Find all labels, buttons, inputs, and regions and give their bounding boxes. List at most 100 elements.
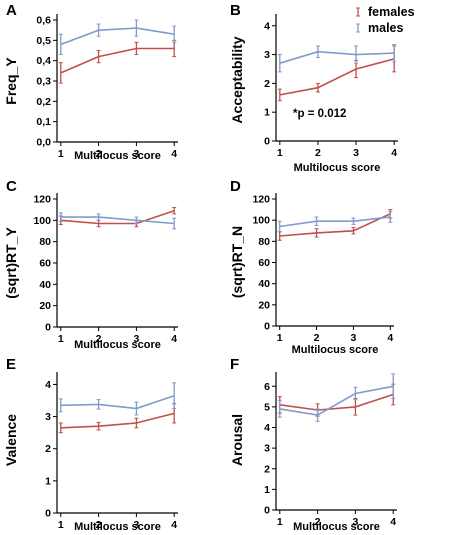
y-tick-label: 2	[45, 443, 51, 455]
series-line-females	[279, 213, 391, 237]
y-tick-label: 0,4	[36, 55, 51, 67]
series-line-females	[279, 393, 394, 411]
y-tick-label: 120	[252, 194, 270, 206]
x-tick-label: 4	[391, 147, 397, 159]
y-tick-label: 100	[33, 215, 51, 227]
legend-label-males: males	[368, 21, 403, 35]
panel-letter: E	[6, 356, 16, 373]
x-tick-label: 1	[58, 519, 64, 531]
series-line-females	[60, 47, 175, 74]
panel-letter: A	[6, 2, 17, 19]
y-axis-title: Arousal	[229, 414, 245, 466]
x-tick-label: 1	[277, 516, 283, 528]
y-tick-label: 1	[264, 484, 270, 496]
panel-letter: C	[6, 178, 17, 195]
x-tick-label: 3	[352, 516, 358, 528]
y-tick-label: 3	[45, 411, 51, 423]
y-tick-label: 3	[264, 443, 270, 455]
panel-letter: D	[230, 178, 241, 195]
x-axis-title: Multilocus score	[292, 344, 379, 356]
series-line-females	[60, 412, 175, 429]
y-tick-label: 0,5	[36, 35, 51, 47]
x-tick-label: 1	[277, 147, 283, 159]
x-tick-label: 1	[58, 148, 64, 160]
panel-letter: F	[230, 356, 239, 373]
y-tick-label: 2	[264, 463, 270, 475]
y-tick-label: 6	[264, 381, 270, 393]
y-tick-label: 120	[33, 194, 51, 206]
y-tick-label: 4	[264, 20, 270, 32]
y-tick-label: 0,2	[36, 96, 51, 108]
y-tick-label: 20	[258, 299, 270, 311]
series-line-females	[279, 58, 395, 96]
x-axis-title: Multilocus score	[74, 150, 161, 162]
x-tick-label: 4	[387, 332, 393, 344]
panel-letter: B	[230, 2, 241, 19]
x-tick-label: 2	[96, 519, 102, 531]
y-axis-title: Acceptability	[229, 36, 245, 123]
panel-c: C 0 20 40 60 80 100 120 1 2 3 4 Multilocus score (sqr…	[3, 178, 178, 351]
y-tick-label: 0,6	[36, 15, 51, 27]
y-tick-label: 0	[45, 322, 51, 334]
series-line-males	[279, 50, 395, 64]
y-tick-label: 80	[39, 236, 51, 248]
x-tick-label: 1	[277, 332, 283, 344]
x-axis-title: Multilocus score	[74, 521, 161, 533]
y-tick-label: 0	[264, 505, 270, 517]
y-tick-label: 2	[264, 78, 270, 90]
series-line-males	[60, 394, 175, 410]
x-tick-label: 4	[171, 148, 177, 160]
series-line-females	[60, 209, 175, 225]
y-axis-title: Valence	[3, 414, 19, 466]
y-tick-label: 100	[252, 215, 270, 227]
x-axis-title: Multilocus score	[74, 339, 161, 351]
x-tick-label: 3	[133, 148, 139, 160]
y-tick-label: 0	[45, 508, 51, 520]
y-tick-label: 0,0	[36, 137, 51, 149]
y-tick-label: 40	[258, 278, 270, 290]
y-axis-title: Freq_Y	[3, 57, 19, 105]
y-axis-title: (sqrt)RT_N	[229, 226, 245, 298]
y-tick-label: 0	[264, 136, 270, 148]
y-tick-label: 4	[264, 422, 270, 434]
y-tick-label: 80	[258, 236, 270, 248]
y-axis-title: (sqrt)RT_Y	[3, 227, 19, 299]
x-tick-label: 3	[133, 333, 139, 345]
y-tick-label: 3	[264, 49, 270, 61]
series-line-males	[60, 27, 175, 46]
x-tick-label: 2	[96, 148, 102, 160]
series-line-males	[60, 216, 175, 225]
x-tick-label: 4	[390, 516, 396, 528]
series-line-males	[279, 385, 394, 416]
x-tick-label: 3	[133, 519, 139, 531]
x-tick-label: 1	[58, 333, 64, 345]
x-tick-label: 2	[96, 333, 102, 345]
y-tick-label: 0	[264, 321, 270, 333]
y-tick-label: 1	[264, 107, 270, 119]
y-tick-label: 20	[39, 300, 51, 312]
x-tick-label: 3	[351, 332, 357, 344]
panel-d: D 0 20 40 60 80 100 120 1 2 3 4 Multilocus score (sqr…	[229, 178, 394, 356]
x-tick-label: 4	[171, 519, 177, 531]
y-tick-label: 5	[264, 401, 270, 413]
x-tick-label: 2	[315, 516, 321, 528]
y-tick-label: 1	[45, 475, 51, 487]
y-tick-label: 60	[258, 257, 270, 269]
y-tick-label: 0,1	[36, 116, 51, 128]
y-tick-label: 40	[39, 279, 51, 291]
x-tick-label: 2	[314, 332, 320, 344]
series-line-males	[279, 216, 391, 228]
x-tick-label: 4	[171, 333, 177, 345]
y-tick-label: 4	[45, 379, 51, 391]
legend: females males	[356, 5, 415, 35]
significance-annotation: *p = 0.012	[293, 108, 346, 120]
legend-label-females: females	[368, 5, 415, 19]
x-tick-label: 2	[315, 147, 321, 159]
panel-a: A 0,0 0,1 0,2 0,3 0,4 0,5 0,6 1 2 3 4 Multilocus sco…	[3, 2, 178, 162]
x-tick-label: 3	[353, 147, 359, 159]
x-axis-title: Multilocus score	[294, 162, 381, 174]
